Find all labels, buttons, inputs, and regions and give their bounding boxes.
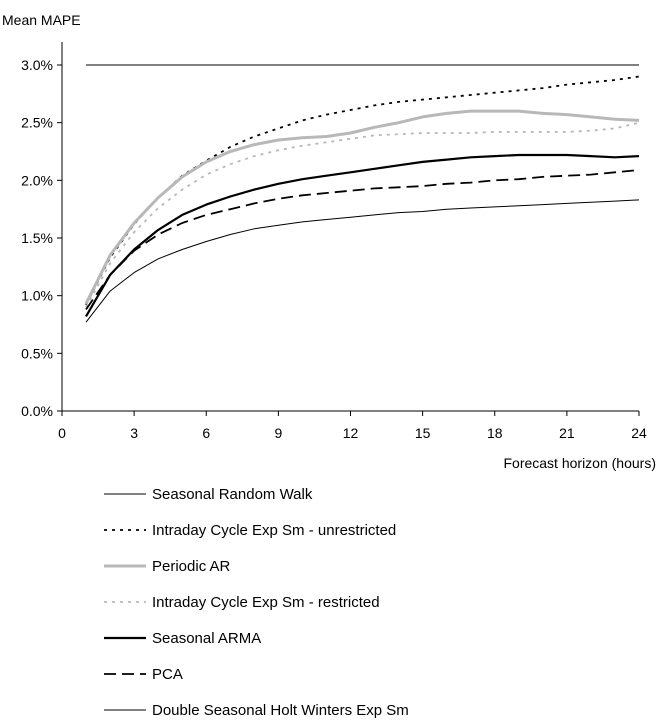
legend-label-7: Double Seasonal Holt Winters Exp Sm	[152, 702, 409, 719]
y-tick-label: 1.0%	[21, 288, 53, 304]
legend-label-6: PCA	[152, 666, 183, 683]
x-tick-label: 9	[274, 425, 282, 441]
y-tick-label: 0.5%	[21, 345, 53, 361]
x-tick-label: 3	[130, 425, 138, 441]
x-tick-label: 6	[202, 425, 210, 441]
y-tick-label: 1.5%	[21, 230, 53, 246]
series-layer	[84, 64, 640, 323]
legend-label-4: Intraday Cycle Exp Sm - restricted	[152, 594, 380, 611]
x-tick-label: 24	[631, 425, 647, 441]
legend-label-3: Periodic AR	[152, 558, 231, 575]
y-tick-label: 2.5%	[21, 115, 53, 131]
series-line-4	[85, 121, 640, 308]
x-tick-label: 0	[58, 425, 66, 441]
legend-label-5: Seasonal ARMA	[152, 630, 261, 647]
series-line-2	[85, 75, 640, 306]
x-tick-label: 15	[415, 425, 431, 441]
x-tick-label: 21	[559, 425, 575, 441]
y-tick-label: 3.0%	[21, 57, 53, 73]
x-axis-title: Forecast horizon (hours)	[503, 455, 656, 471]
y-tick-label: 2.0%	[21, 172, 53, 188]
y-tick-label: 0.0%	[21, 403, 53, 419]
legend: Seasonal Random Walk Intraday Cycle Exp S…	[104, 486, 409, 719]
series-line-6	[85, 169, 640, 311]
y-axis-title: Mean MAPE	[2, 12, 81, 28]
x-tick-label: 12	[343, 425, 359, 441]
legend-label-2: Intraday Cycle Exp Sm - unrestricted	[152, 522, 396, 539]
series-line-5	[85, 153, 640, 317]
x-tick-label: 18	[487, 425, 503, 441]
series-line-3	[84, 109, 640, 305]
axes: 0.0% 0.5% 1.0% 1.5% 2.0% 2.5% 3.0% 0 3 6 9 12 15 18 21…	[21, 42, 647, 441]
legend-label-1: Seasonal Random Walk	[152, 486, 313, 503]
series-line-7	[85, 199, 640, 323]
